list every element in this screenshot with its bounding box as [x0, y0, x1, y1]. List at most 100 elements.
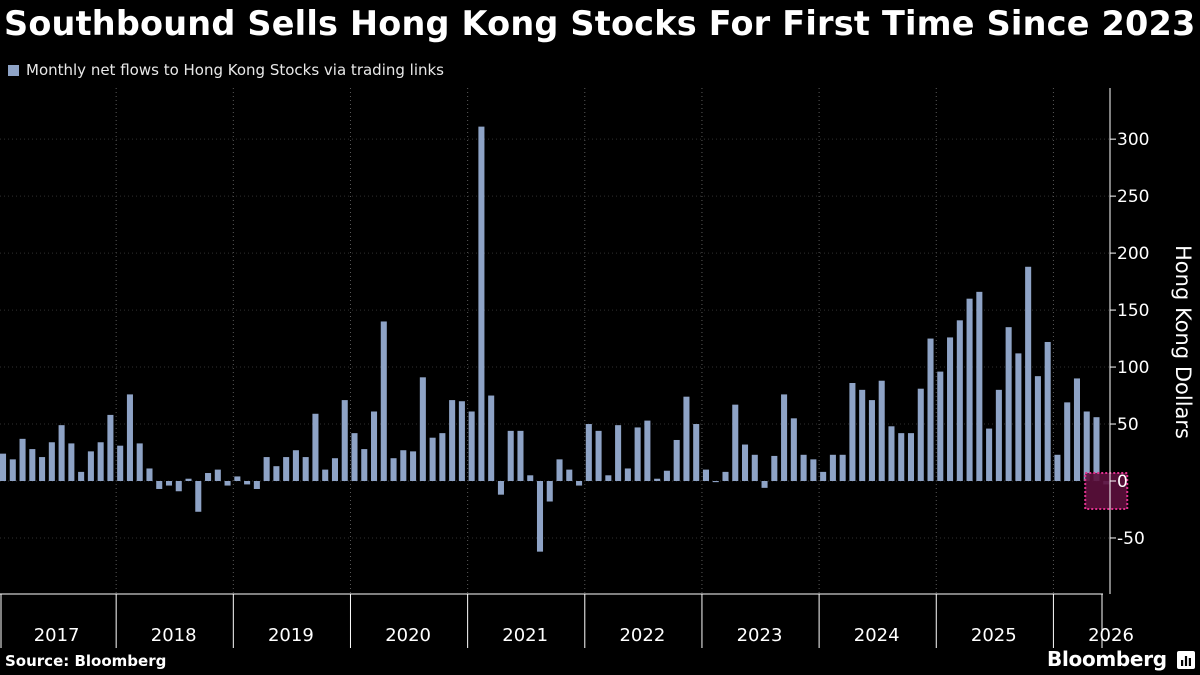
bar: [634, 427, 641, 481]
y-tick-label: 0: [1117, 472, 1128, 492]
bar: [146, 468, 153, 481]
legend-swatch: [8, 64, 19, 76]
bar: [205, 473, 212, 481]
bar: [1073, 378, 1080, 481]
bar: [927, 338, 934, 481]
bar: [195, 481, 202, 512]
bar: [693, 424, 700, 481]
bar: [488, 395, 495, 481]
bar: [859, 389, 866, 481]
highlight-box: [1084, 472, 1129, 510]
y-axis-label: Hong Kong Dollars: [1171, 245, 1195, 439]
bar: [312, 413, 319, 481]
bar: [136, 443, 143, 481]
bar: [58, 425, 65, 481]
bar: [1083, 411, 1090, 481]
bar: [107, 414, 114, 481]
bar: [468, 411, 475, 481]
bar: [224, 481, 231, 486]
bar: [712, 481, 719, 483]
bar: [175, 481, 182, 492]
bar: [624, 468, 631, 481]
bar: [937, 371, 944, 481]
x-year-label: 2026: [1088, 625, 1134, 646]
bar: [1044, 341, 1051, 481]
bar: [878, 380, 885, 481]
brand-logo-text: Bloomberg: [1047, 647, 1167, 671]
bar: [761, 481, 768, 488]
bar: [165, 481, 173, 486]
bar: [546, 481, 553, 502]
chart-title: Southbound Sells Hong Kong Stocks For Fi…: [4, 4, 1196, 43]
bar: [595, 430, 602, 481]
bar: [820, 471, 827, 481]
bar: [790, 418, 797, 481]
bar: [1015, 353, 1022, 481]
bar: [361, 449, 368, 481]
bar: [1093, 417, 1100, 481]
bar: [742, 444, 749, 481]
bar: [654, 478, 661, 481]
bar: [449, 400, 456, 481]
y-tick-label: 200: [1117, 244, 1149, 264]
bar: [507, 430, 514, 481]
bar: [410, 451, 417, 481]
bar: [497, 481, 504, 495]
bar: [732, 404, 739, 481]
x-year-label: 2019: [268, 625, 314, 646]
bar: [156, 481, 163, 489]
x-year-label: 2023: [737, 625, 783, 646]
bar: [673, 439, 680, 481]
bar: [527, 475, 534, 481]
x-year-labels: 2017 2018 2019 2020 2021 2022 2023 2024 2025 2026: [34, 625, 1134, 646]
bars: [0, 126, 1110, 552]
x-year-label: 2025: [971, 625, 1017, 646]
x-year-label: 2021: [502, 625, 548, 646]
x-year-label: 2017: [34, 625, 80, 646]
bar: [917, 388, 924, 481]
bar: [810, 459, 817, 481]
bar: [1025, 266, 1032, 481]
bar: [292, 450, 299, 481]
bar: [19, 438, 26, 481]
highlight-last-month: [1084, 472, 1129, 510]
bar: [683, 396, 690, 481]
source-note: Source: Bloomberg: [5, 652, 167, 670]
bar: [722, 471, 729, 481]
bar: [1034, 376, 1041, 481]
bar: [234, 476, 241, 481]
gridlines: [0, 88, 1110, 594]
bar: [898, 433, 905, 481]
bar: [702, 469, 709, 481]
bar: [781, 394, 788, 481]
bar: [849, 383, 856, 481]
bar: [1054, 454, 1061, 481]
bar: [341, 400, 348, 481]
bar: [907, 433, 915, 481]
bar: [322, 469, 329, 481]
bar: [429, 437, 436, 481]
y-tick-label: 300: [1117, 130, 1149, 150]
legend: Monthly net flows to Hong Kong Stocks vi…: [8, 61, 444, 79]
bar: [68, 443, 75, 481]
y-tick-label: 150: [1117, 301, 1149, 321]
bar: [9, 459, 16, 481]
bar: [556, 459, 563, 481]
bar: [839, 454, 846, 481]
y-tick-label: -50: [1117, 529, 1145, 549]
x-year-label: 2018: [151, 625, 197, 646]
bar: [986, 428, 993, 481]
bar: [576, 481, 583, 486]
bar: [419, 377, 426, 481]
bar: [117, 445, 124, 481]
x-year-label: 2020: [385, 625, 431, 646]
bar: [439, 433, 446, 481]
bar: [536, 481, 544, 552]
bar: [1064, 402, 1071, 481]
y-ticks: -50 0 50 100 150 200 250 300: [1110, 130, 1149, 549]
bar: [888, 426, 895, 481]
bar: [995, 389, 1002, 481]
bar: [956, 320, 963, 481]
axes: [0, 88, 1111, 648]
